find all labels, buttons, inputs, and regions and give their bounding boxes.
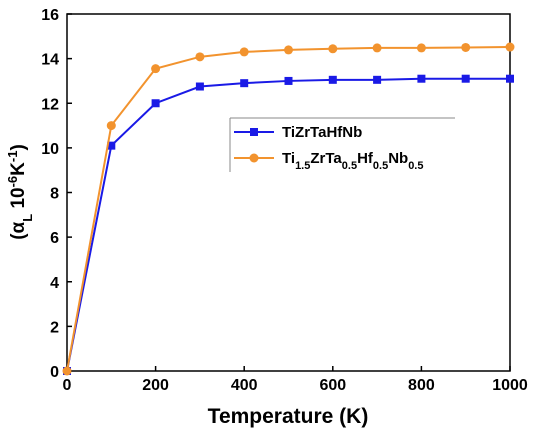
y-axis-label-part: L: [20, 214, 35, 222]
point: [284, 76, 293, 85]
y-tick-label: 4: [50, 275, 59, 292]
point: [151, 64, 161, 74]
y-tick-label: 14: [41, 52, 59, 69]
y-axis-label-part: K: [8, 162, 29, 176]
point: [195, 82, 204, 91]
x-tick-label: 600: [319, 377, 346, 394]
legend-label-part: Nb: [388, 150, 408, 167]
point: [417, 74, 426, 83]
point: [195, 52, 205, 62]
x-tick-label: 0: [63, 377, 72, 394]
legend-label-part: 1.5: [295, 160, 310, 172]
y-tick-label: 12: [41, 96, 59, 113]
y-axis-label-part: 10: [8, 187, 29, 213]
y-tick-label: 8: [50, 186, 59, 203]
legend-label-part: TiZrTaHfNb: [282, 124, 362, 141]
x-tick-label: 200: [142, 377, 169, 394]
point: [461, 74, 470, 83]
point: [107, 141, 116, 150]
point: [373, 75, 382, 84]
legend-label-part: 0.5: [373, 160, 388, 172]
point: [372, 43, 382, 53]
point: [106, 121, 116, 131]
x-tick-label: 800: [408, 377, 435, 394]
point: [328, 44, 338, 54]
point: [62, 366, 72, 376]
legend-label-part: 0.5: [408, 160, 423, 172]
y-tick-label: 16: [41, 7, 59, 24]
y-axis-label-part: (α: [8, 221, 29, 239]
legend-label-part: ZrTa: [310, 150, 342, 167]
legend-marker: [250, 128, 258, 136]
y-tick-label: 2: [50, 319, 59, 336]
point: [151, 99, 160, 108]
series-line: [66, 46, 511, 372]
legend-label: Ti1.5ZrTa0.5Hf0.5Nb0.5: [282, 150, 423, 172]
y-axis-label-part: -6: [5, 176, 20, 188]
point: [461, 42, 471, 52]
legend-label-part: 0.5: [342, 160, 357, 172]
legend-label-part: Hf: [357, 150, 374, 167]
y-axis-label-part: ): [8, 144, 29, 150]
y-tick-label: 6: [50, 230, 59, 247]
y-tick-label: 0: [50, 364, 59, 381]
point: [239, 47, 249, 57]
x-tick-label: 1000: [492, 377, 528, 394]
point: [416, 43, 426, 53]
point: [505, 42, 515, 52]
plot-frame: [66, 13, 511, 372]
x-tick-label: 400: [231, 377, 258, 394]
y-tick-label: 10: [41, 141, 59, 158]
x-axis-label: Temperature (K): [208, 405, 369, 428]
y-axis-label: (αL 10-6K-1): [5, 144, 35, 240]
legend-label: TiZrTaHfNb: [282, 124, 362, 141]
point: [284, 45, 293, 55]
legend-marker: [249, 153, 259, 163]
point: [240, 79, 249, 88]
point: [328, 75, 337, 84]
legend-label-part: Ti: [282, 150, 295, 167]
y-axis-label-part: -1: [5, 151, 20, 163]
series-line: [66, 77, 510, 372]
point: [506, 74, 514, 83]
